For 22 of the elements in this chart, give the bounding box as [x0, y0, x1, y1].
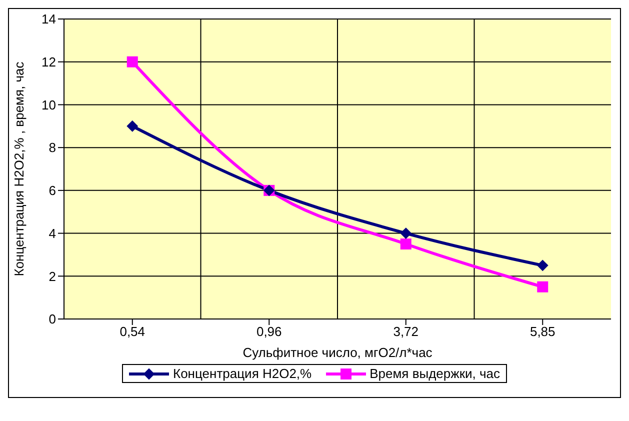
y-tick-label: 14 — [42, 12, 56, 27]
y-tick-label: 12 — [42, 54, 56, 70]
legend-label: Время выдержки, час — [370, 366, 500, 381]
x-tick-label: 5,85 — [530, 324, 556, 340]
y-tick-label: 2 — [48, 268, 56, 284]
x-tick-label: 0,96 — [256, 324, 282, 340]
point — [126, 120, 138, 132]
point — [126, 56, 138, 68]
y-tick-label: 10 — [42, 97, 56, 112]
y-tick-label: 6 — [48, 183, 56, 198]
point — [537, 260, 548, 271]
y-tick-label: 8 — [48, 140, 56, 156]
y-tick-label: 0 — [48, 312, 56, 327]
x-axis-title: Сульфитное число, мгО2/л*час — [242, 345, 433, 360]
y-tick-label: 4 — [48, 226, 56, 241]
legend-label: Концентрация Н2О2,% — [173, 366, 312, 381]
point — [537, 281, 548, 292]
x-tick-label: 0,54 — [120, 324, 146, 340]
x-tick-label: 3,72 — [393, 324, 419, 340]
point — [400, 238, 412, 250]
y-axis-title: Концентрация Н2О2,% , время, час — [12, 61, 27, 276]
point — [400, 228, 412, 239]
